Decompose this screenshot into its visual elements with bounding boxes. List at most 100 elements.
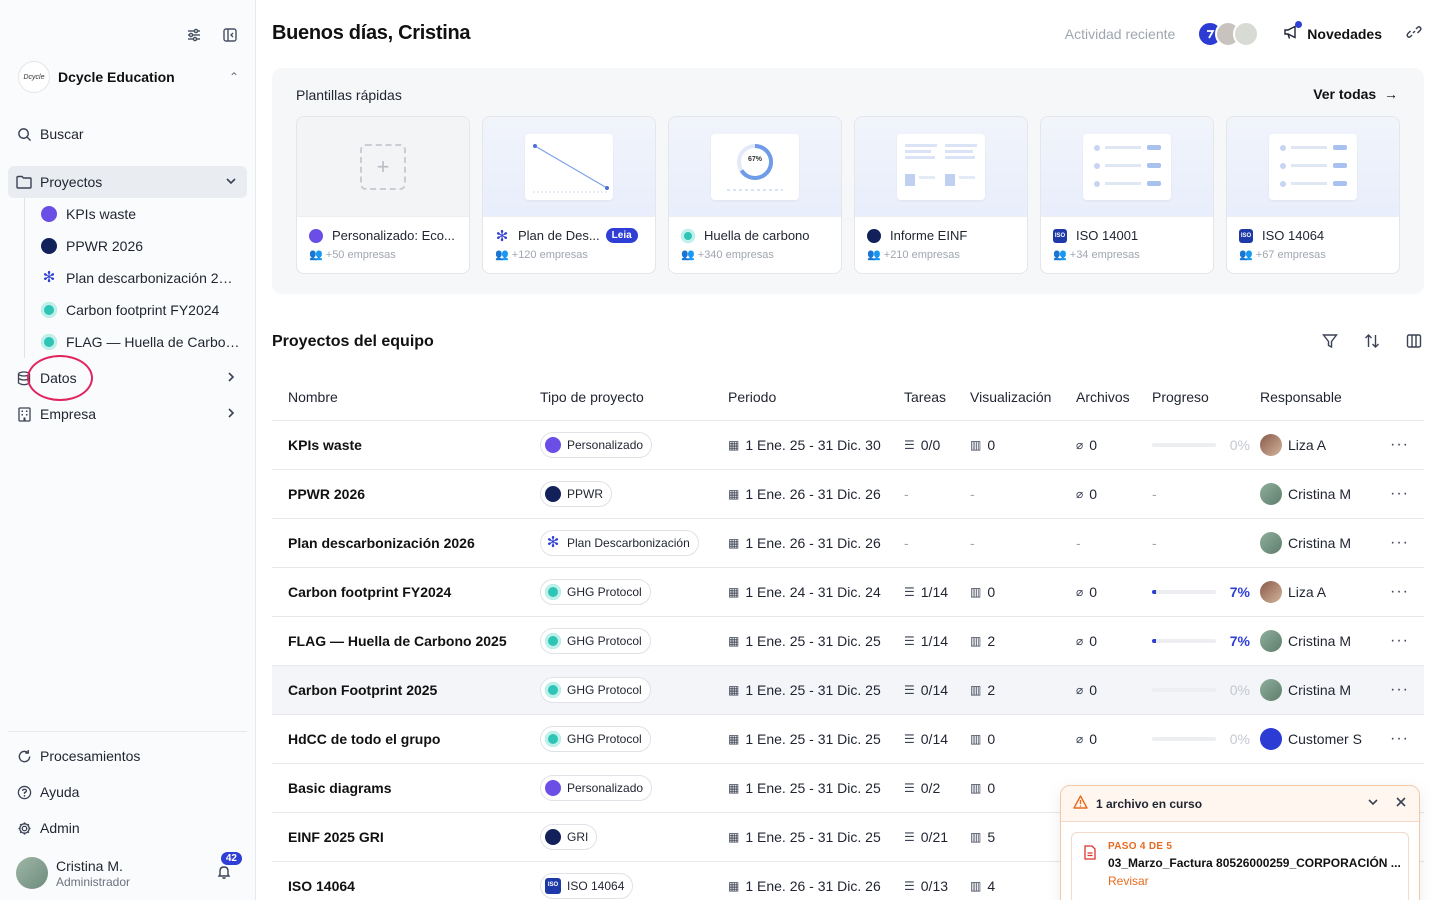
column-header-tasks[interactable]: Tareas bbox=[904, 389, 947, 405]
sidebar-project-item[interactable]: Carbon footprint FY2024 bbox=[25, 294, 240, 326]
user-profile[interactable]: Cristina M. Administrador 42 bbox=[16, 852, 244, 890]
table-row[interactable]: Basic diagrams Personalizado ▦ 1 Ene. 25 - … bbox=[272, 764, 1424, 813]
project-name[interactable]: Carbon footprint FY2024 bbox=[288, 584, 452, 600]
sidebar-project-item[interactable]: KPIs waste bbox=[25, 198, 240, 230]
project-type-chip: GHG Protocol bbox=[540, 726, 651, 752]
table-row[interactable]: Carbon Footprint 2025 GHG Protocol ▦ 1 Ene.… bbox=[272, 666, 1424, 715]
toast-file-item[interactable]: PASO 4 DE 5 03_Marzo_Factura 80526000259… bbox=[1071, 832, 1409, 900]
progress-value: 0% bbox=[1229, 437, 1250, 453]
see-all-templates-link[interactable]: Ver todas → bbox=[1313, 86, 1398, 102]
project-name[interactable]: ISO 14064 bbox=[288, 878, 355, 894]
more-options-icon[interactable]: ··· bbox=[1390, 681, 1409, 698]
paperclip-icon: ⌀ bbox=[1076, 683, 1084, 697]
chevron-right-icon bbox=[225, 371, 237, 386]
table-row[interactable]: PPWR 2026 PPWR ▦ 1 Ene. 26 - 31 Dic. 26 - - ⌀ 0… bbox=[272, 470, 1424, 519]
sidebar: Dcycle Dcycle Education ⌃ Buscar Proyect… bbox=[0, 0, 256, 900]
table-row[interactable]: HdCC de todo el grupo GHG Protocol ▦ 1 Ene.… bbox=[272, 715, 1424, 764]
visualization-value: 5 bbox=[987, 829, 996, 845]
collapse-sidebar-icon[interactable] bbox=[221, 26, 239, 44]
columns-icon[interactable] bbox=[1406, 333, 1422, 353]
sidebar-item-search[interactable]: Buscar bbox=[8, 118, 247, 150]
column-header-type[interactable]: Tipo de proyecto bbox=[540, 389, 644, 405]
arrow-right-icon: → bbox=[1380, 86, 1398, 102]
template-card[interactable]: + Personalizado: Eco... 👥 +50 empresas bbox=[296, 116, 470, 274]
project-name[interactable]: Carbon Footprint 2025 bbox=[288, 682, 438, 698]
tasks-value: 0/0 bbox=[920, 437, 941, 453]
chevron-down-icon[interactable] bbox=[1367, 796, 1379, 811]
template-card[interactable]: ISO ISO 14001 👥 +34 empresas bbox=[1040, 116, 1214, 274]
table-row[interactable]: FLAG — Huella de Carbono 2025 GHG Protoco… bbox=[272, 617, 1424, 666]
calendar-icon: ▦ bbox=[728, 585, 740, 599]
more-options-icon[interactable]: ··· bbox=[1390, 632, 1409, 649]
sidebar-item-admin[interactable]: Admin bbox=[8, 812, 247, 844]
project-type-chip: Personalizado bbox=[540, 775, 653, 801]
avatar-stack[interactable] bbox=[1197, 21, 1260, 47]
filter-icon[interactable] bbox=[1322, 333, 1338, 353]
template-usage-text: +120 empresas bbox=[511, 249, 588, 261]
owner-name: Cristina M bbox=[1288, 486, 1352, 502]
column-header-visualization[interactable]: Visualización bbox=[970, 389, 1052, 405]
checklist-icon: ☰ bbox=[904, 683, 915, 697]
template-card[interactable]: Informe EINF 👥 +210 empresas bbox=[854, 116, 1028, 274]
period-value: 1 Ene. 26 - 31 Dic. 26 bbox=[745, 486, 881, 502]
table-row[interactable]: Carbon footprint FY2024 GHG Protocol ▦ 1 En… bbox=[272, 568, 1424, 617]
more-options-icon[interactable]: ··· bbox=[1390, 730, 1409, 747]
column-header-owner[interactable]: Responsable bbox=[1260, 389, 1342, 405]
project-name[interactable]: Plan descarbonización 2026 bbox=[288, 535, 475, 551]
project-type-label: GHG Protocol bbox=[567, 634, 642, 648]
chevron-right-icon bbox=[225, 407, 237, 422]
sidebar-project-item[interactable]: FLAG — Huella de Carbono 2025 bbox=[25, 326, 240, 358]
users-icon: 👥 bbox=[867, 249, 881, 261]
table-row[interactable]: KPIs waste Personalizado ▦ 1 Ene. 25 - 31 D… bbox=[272, 421, 1424, 470]
project-name[interactable]: EINF 2025 GRI bbox=[288, 829, 384, 845]
more-options-icon[interactable]: ··· bbox=[1390, 436, 1409, 453]
table-row[interactable]: Plan descarbonización 2026 ✻ Plan Descarbo… bbox=[272, 519, 1424, 568]
column-header-files[interactable]: Archivos bbox=[1076, 389, 1130, 405]
more-options-icon[interactable]: ··· bbox=[1390, 583, 1409, 600]
template-card[interactable]: 67% Huella de carbono 👥 +340 empresas bbox=[668, 116, 842, 274]
paperclip-icon: ⌀ bbox=[1076, 438, 1084, 452]
table-toolbar bbox=[1322, 333, 1422, 353]
sliders-icon[interactable] bbox=[185, 26, 203, 44]
novedades-button[interactable]: Novedades bbox=[1283, 21, 1382, 43]
template-name: Huella de carbono bbox=[704, 228, 810, 243]
tasks-value: 0/14 bbox=[920, 682, 949, 698]
review-link[interactable]: Revisar bbox=[1108, 874, 1149, 888]
project-name[interactable]: FLAG — Huella de Carbono 2025 bbox=[288, 633, 507, 649]
table-row[interactable]: EINF 2025 GRI GRI ▦ 1 Ene. 25 - 31 Dic. 25 ☰… bbox=[272, 813, 1424, 862]
more-options-icon[interactable]: ··· bbox=[1390, 485, 1409, 502]
plan-descarbonizacion-icon: ✻ bbox=[546, 534, 560, 551]
checklist-icon: ☰ bbox=[904, 830, 915, 844]
column-header-period[interactable]: Periodo bbox=[728, 389, 777, 405]
sidebar-item-procesamientos[interactable]: Procesamientos bbox=[8, 740, 247, 772]
sidebar-project-label: FLAG — Huella de Carbono 2025 bbox=[66, 334, 240, 350]
chevron-down-icon bbox=[225, 175, 237, 190]
sidebar-item-projects[interactable]: Proyectos bbox=[8, 166, 247, 198]
workspace-switcher[interactable]: Dcycle Dcycle Education ⌃ bbox=[18, 60, 239, 94]
sidebar-item-ayuda[interactable]: Ayuda bbox=[8, 776, 247, 808]
template-card[interactable]: ISO ISO 14064 👥 +67 empresas bbox=[1226, 116, 1400, 274]
sidebar-item-empresa[interactable]: Empresa bbox=[8, 398, 247, 430]
sort-icon[interactable] bbox=[1364, 333, 1380, 353]
project-name[interactable]: PPWR 2026 bbox=[288, 486, 366, 502]
sidebar-item-label: Ayuda bbox=[40, 784, 80, 800]
visualization-value: 2 bbox=[987, 633, 996, 649]
template-card[interactable]: ✻ Plan de Des... Leia 👥 +120 empresas bbox=[482, 116, 656, 274]
project-name[interactable]: HdCC de todo el grupo bbox=[288, 731, 441, 747]
recent-activity-link[interactable]: Actividad reciente bbox=[1064, 26, 1176, 42]
sidebar-project-item[interactable]: PPWR 2026 bbox=[25, 230, 240, 262]
template-name: Personalizado: Eco... bbox=[332, 228, 455, 243]
sidebar-project-item[interactable]: ✻ Plan descarbonización 2026 bbox=[25, 262, 240, 294]
period-value: 1 Ene. 25 - 31 Dic. 25 bbox=[745, 731, 881, 747]
column-header-name[interactable]: Nombre bbox=[288, 389, 338, 405]
personalizado-icon bbox=[309, 228, 323, 243]
close-icon[interactable] bbox=[1395, 796, 1407, 811]
bell-icon[interactable] bbox=[216, 864, 232, 884]
project-name[interactable]: KPIs waste bbox=[288, 437, 362, 453]
sidebar-project-label: Plan descarbonización 2026 bbox=[66, 270, 240, 286]
project-name[interactable]: Basic diagrams bbox=[288, 780, 392, 796]
column-header-progress[interactable]: Progreso bbox=[1152, 389, 1209, 405]
more-options-icon[interactable]: ··· bbox=[1390, 534, 1409, 551]
link-icon[interactable] bbox=[1406, 24, 1422, 45]
table-row[interactable]: ISO 14064 ISO ISO 14064 ▦ 1 Ene. 26 - 31 Dic… bbox=[272, 862, 1424, 900]
